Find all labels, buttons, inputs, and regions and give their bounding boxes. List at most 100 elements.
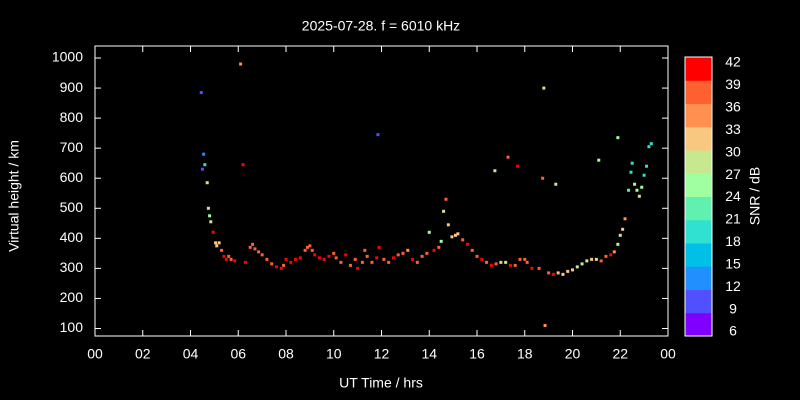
point (627, 188, 631, 192)
point (461, 238, 465, 242)
point (257, 250, 261, 254)
colorbar-band (685, 80, 712, 104)
point (530, 266, 534, 270)
point (599, 259, 603, 263)
point (450, 235, 454, 239)
colorbar-tick-label: 30 (725, 143, 741, 159)
colorbar-band (685, 150, 712, 174)
point (635, 188, 639, 192)
point (485, 260, 489, 264)
colorbar-tick-label: 6 (729, 323, 737, 339)
plot-frame (94, 45, 669, 337)
point (253, 247, 257, 251)
point (499, 260, 503, 264)
point (211, 230, 215, 234)
colorbar-band (685, 103, 712, 128)
x-tick-label: 02 (135, 346, 151, 362)
point (265, 257, 269, 261)
colorbar-band (685, 57, 712, 81)
y-tick-label: 200 (60, 289, 84, 305)
y-tick-label: 800 (60, 109, 84, 125)
point (537, 266, 541, 270)
point (566, 269, 570, 273)
point (637, 194, 641, 198)
point (465, 242, 469, 246)
point (618, 233, 622, 237)
point (518, 257, 522, 261)
point (282, 263, 286, 267)
colorbar-tick-label: 42 (725, 54, 741, 70)
point (208, 214, 212, 218)
point (525, 260, 529, 264)
point (214, 241, 218, 245)
point (203, 163, 207, 167)
point (241, 163, 245, 167)
colorbar-band (685, 289, 712, 314)
point (391, 256, 395, 260)
colorbar-tick-label: 39 (725, 76, 741, 92)
point (229, 257, 233, 261)
point (251, 242, 255, 246)
point (227, 254, 231, 258)
point (571, 268, 574, 272)
x-tick-label: 00 (87, 346, 103, 362)
point (427, 230, 431, 234)
y-tick-label: 1000 (52, 49, 83, 65)
chart-title: 2025-07-28. f = 6010 kHz (302, 18, 460, 34)
y-tick-label: 500 (60, 199, 84, 215)
y-tick-label: 400 (60, 229, 84, 245)
point (339, 260, 343, 264)
colorbar-tick-label: 12 (725, 278, 741, 294)
point (270, 262, 274, 266)
point (616, 136, 620, 140)
point (612, 250, 616, 254)
point (303, 248, 307, 252)
point (542, 86, 546, 90)
point (348, 263, 352, 267)
colorbar-band (685, 173, 712, 197)
point (556, 271, 560, 275)
colorbar-tick-label: 21 (725, 211, 741, 227)
point (580, 262, 584, 266)
point (444, 197, 448, 201)
point (317, 256, 321, 260)
point (260, 253, 264, 257)
colorbar-band (685, 266, 712, 290)
point (310, 248, 314, 252)
point (630, 161, 634, 165)
point (205, 181, 209, 185)
point (640, 185, 644, 189)
point (356, 266, 360, 270)
point (616, 242, 620, 246)
point (209, 220, 213, 224)
y-axis-label: Virtual height / km (6, 140, 22, 252)
colorbar-band (685, 243, 712, 267)
x-tick-label: 12 (374, 346, 390, 362)
point (406, 248, 410, 252)
point (375, 256, 379, 260)
point (456, 232, 460, 236)
point (401, 251, 405, 255)
point (363, 248, 367, 252)
colorbar-band (685, 126, 712, 151)
point (274, 265, 278, 269)
point (649, 142, 653, 146)
point (222, 254, 226, 258)
point (523, 257, 527, 261)
point (344, 253, 348, 257)
colorbar-band (685, 312, 712, 337)
point (504, 260, 508, 264)
point (633, 182, 637, 186)
point (623, 217, 627, 221)
point (604, 254, 608, 258)
colorbar-tick-label: 27 (725, 166, 741, 182)
point (489, 263, 493, 267)
point (305, 245, 309, 249)
point (541, 176, 545, 180)
point (239, 62, 243, 66)
point (475, 254, 479, 258)
point (439, 239, 443, 243)
colorbar-frame (684, 56, 713, 337)
colorbar-band (685, 196, 712, 221)
